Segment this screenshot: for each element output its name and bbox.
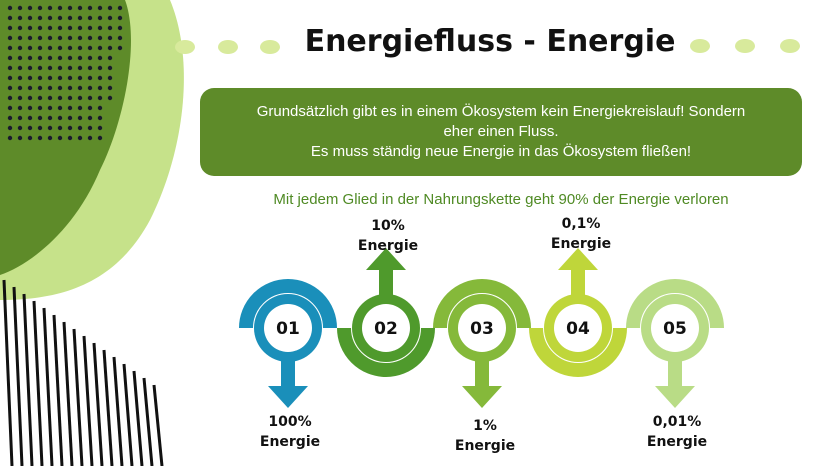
banner-line-2: eher einen Fluss.	[443, 123, 559, 140]
step-4-arc	[529, 327, 627, 377]
step-3-arc	[433, 279, 531, 329]
step-2-badge	[362, 304, 410, 352]
step-1: 01	[239, 279, 337, 408]
down-arrow-icon	[268, 386, 308, 408]
banner-line-3: Es muss ständig neue Energie in das Ökos…	[310, 143, 692, 160]
step-4-badge	[554, 304, 602, 352]
step-5-badge	[651, 304, 699, 352]
step-1-unit: Energie	[259, 434, 321, 450]
step-3-arrow-shaft	[475, 356, 489, 390]
step-5-number: 05	[663, 319, 687, 339]
step-1-value: 100%	[268, 414, 312, 430]
page-title: Energiefluss - Energie	[304, 24, 676, 59]
step-1-arc	[239, 279, 337, 329]
down-arrow-icon	[462, 386, 502, 408]
step-2-number: 02	[374, 319, 398, 339]
step-5-unit: Energie	[646, 434, 708, 450]
step-4-unit: Energie	[550, 236, 612, 252]
step-5-arrow-shaft	[668, 356, 682, 390]
step-3-number: 03	[470, 319, 494, 339]
up-arrow-icon	[366, 248, 406, 270]
step-2-value: 10%	[371, 218, 405, 234]
step-4-label: 0,1% Energie	[536, 214, 626, 254]
step-3: 03	[433, 279, 531, 408]
step-2-unit: Energie	[357, 238, 419, 254]
stripe-pattern	[2, 279, 164, 466]
step-5-value: 0,01%	[652, 414, 702, 430]
step-4-arrow-shaft	[571, 266, 585, 300]
step-3-unit: Energie	[454, 438, 516, 454]
subtitle: Mit jedem Glied in der Nahrungskette geh…	[273, 191, 729, 208]
step-3-label: 1% Energie	[440, 416, 530, 456]
info-banner: Grundsätzlich gibt es in einem Ökosystem…	[200, 88, 802, 176]
step-1-badge	[264, 304, 312, 352]
step-5: 05	[626, 279, 724, 408]
step-5-label: 0,01% Energie	[632, 412, 722, 452]
banner-line-1: Grundsätzlich gibt es in einem Ökosystem…	[256, 103, 746, 120]
down-arrow-icon	[655, 386, 695, 408]
step-1-number: 01	[276, 319, 300, 339]
step-4: 04	[529, 248, 627, 377]
up-arrow-icon	[558, 248, 598, 270]
step-1-label: 100% Energie	[245, 412, 335, 452]
step-4-value: 0,1%	[561, 216, 601, 232]
step-2: 02	[337, 248, 435, 377]
step-2-label: 10% Energie	[343, 216, 433, 256]
dot-pattern: /* placeholder removed */	[7, 5, 123, 141]
step-1-arrow-shaft	[281, 356, 295, 390]
header-dots	[175, 39, 800, 54]
step-5-arc	[626, 279, 724, 329]
step-2-arrow-shaft	[379, 266, 393, 300]
step-3-value: 1%	[473, 418, 497, 434]
step-4-number: 04	[566, 319, 590, 339]
step-3-badge	[458, 304, 506, 352]
step-2-arc	[337, 327, 435, 377]
